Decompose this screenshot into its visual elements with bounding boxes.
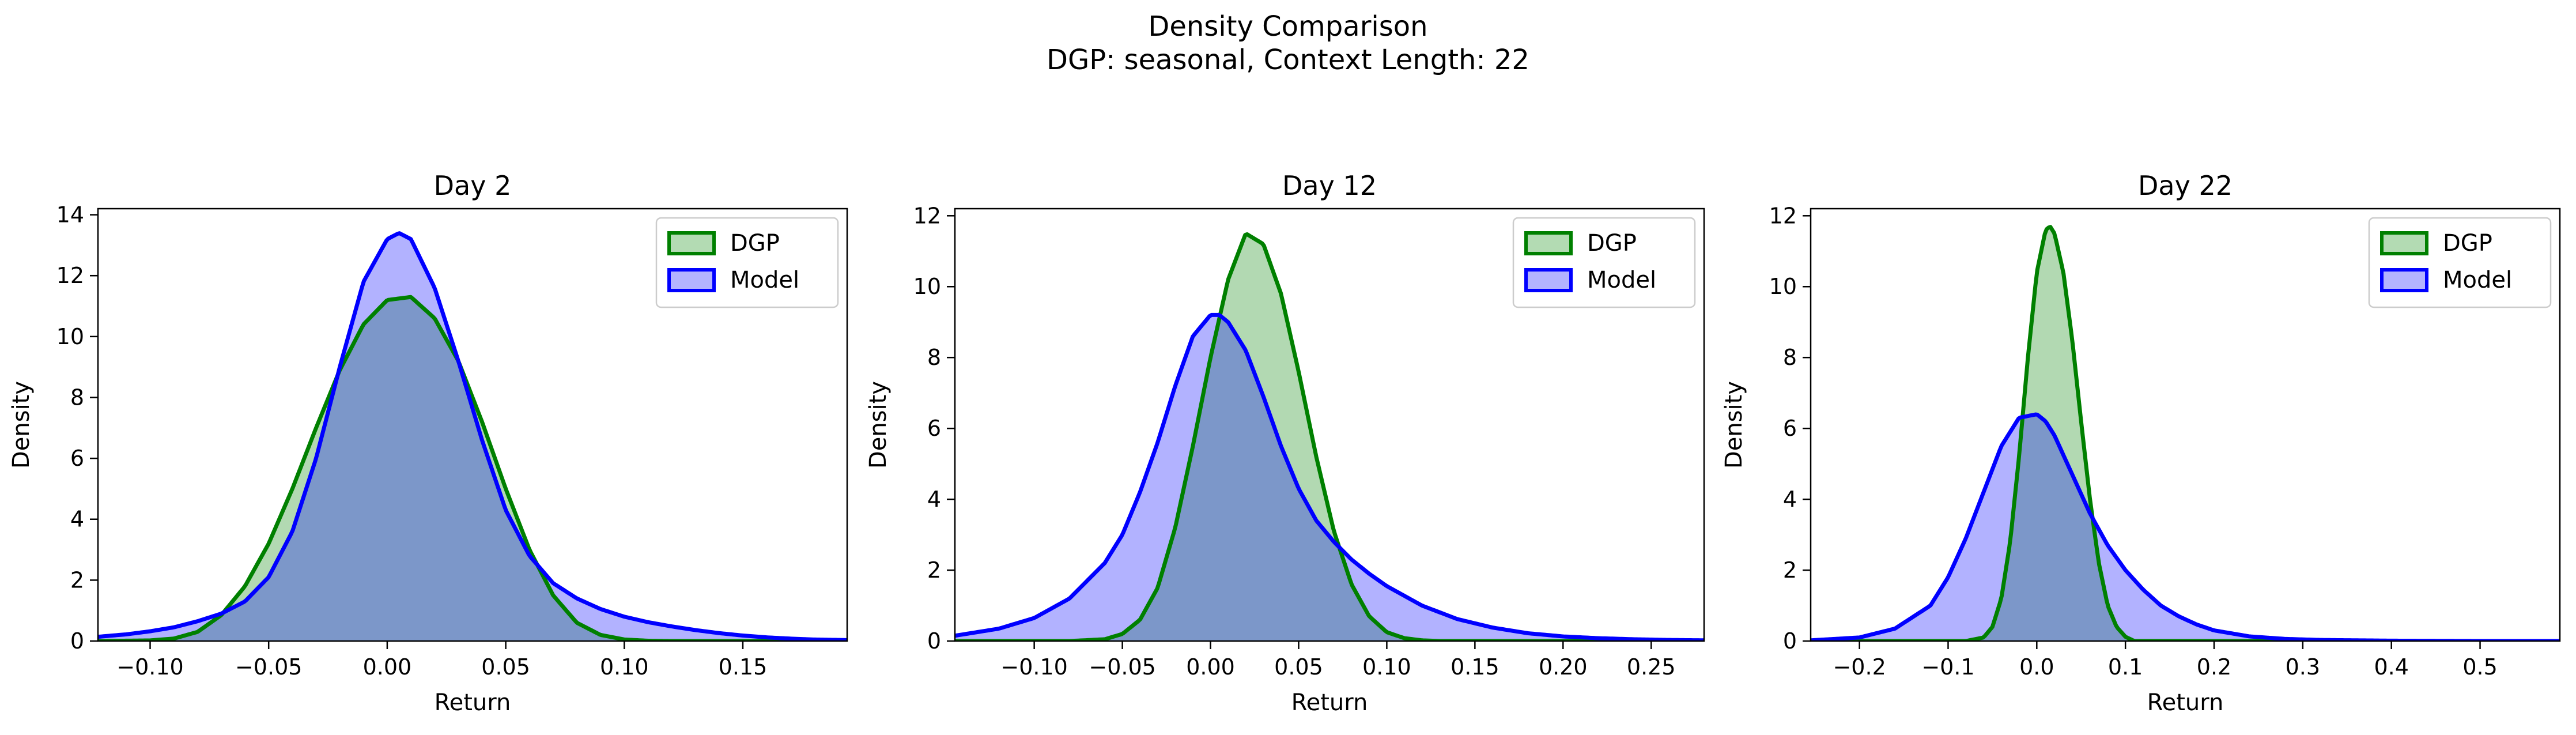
x-tick-label: 0.10 <box>600 654 649 680</box>
model-density-fill <box>1811 414 2560 641</box>
y-tick-label: 6 <box>1783 416 1797 441</box>
x-tick-label: 0.00 <box>363 654 412 680</box>
figure-suptitle-line2: DGP: seasonal, Context Length: 22 <box>1047 44 1529 76</box>
x-tick-label: 0.25 <box>1627 654 1676 680</box>
x-tick-label: 0.0 <box>2019 654 2054 680</box>
legend-swatch <box>1524 231 1573 255</box>
figure-suptitle-line1: Density Comparison <box>1148 10 1427 43</box>
y-tick-label: 4 <box>1783 487 1797 512</box>
panel-title: Day 22 <box>2138 170 2233 201</box>
x-tick-label: −0.05 <box>235 654 302 680</box>
y-tick-label: 10 <box>913 274 941 299</box>
legend-entry-model: Model <box>667 267 799 293</box>
legend-entry-dgp: DGP <box>1524 230 1637 257</box>
x-tick-label: −0.05 <box>1089 654 1155 680</box>
x-tick-label: 0.05 <box>1274 654 1323 680</box>
legend-swatch <box>1524 268 1573 292</box>
axes-frame <box>954 208 1705 642</box>
legend: DGP Model <box>2368 217 2552 308</box>
legend-entry-model: Model <box>1524 267 1656 293</box>
x-axis-label: Return <box>435 689 511 716</box>
x-tick-label: 0.15 <box>1451 654 1499 680</box>
y-tick-label: 0 <box>927 628 941 654</box>
x-axis-label: Return <box>1291 689 1368 716</box>
legend-label: Model <box>1587 267 1656 293</box>
panel-day-22: −0.2 −0.1 0.0 0.1 0.2 0.3 0.4 0.5 0 2 4 6 8 10 12 Day 2… <box>1721 170 2561 716</box>
y-axis-label: Density <box>865 381 892 469</box>
legend-entry-model: Model <box>2380 267 2512 293</box>
y-tick-label: 2 <box>927 557 941 583</box>
panel-day-12: −0.10 −0.05 0.00 0.05 0.10 0.15 0.20 0.25 0 2 4 6 8 1… <box>865 170 1705 716</box>
x-tick-label: 0.10 <box>1362 654 1411 680</box>
x-tick-label: 0.4 <box>2374 654 2408 680</box>
y-tick-label: 8 <box>1783 345 1797 370</box>
model-density-line <box>955 312 1704 641</box>
y-tick-label: 10 <box>1769 274 1797 299</box>
y-tick-label: 4 <box>70 507 84 532</box>
x-tick-label: 0.5 <box>2462 654 2497 680</box>
legend-swatch <box>667 268 716 292</box>
y-axis-label: Density <box>8 381 35 469</box>
legend-label: Model <box>2443 267 2512 293</box>
legend-label: DGP <box>730 230 780 257</box>
legend-entry-dgp: DGP <box>667 230 780 257</box>
x-axis-label: Return <box>2147 689 2224 716</box>
x-tick-label: −0.2 <box>1833 654 1886 680</box>
y-tick-label: 12 <box>913 203 941 228</box>
x-tick-label: −0.1 <box>1921 654 1974 680</box>
x-tick-label: −0.10 <box>1000 654 1067 680</box>
y-tick-label: 12 <box>56 263 84 288</box>
x-tick-label: 0.1 <box>2108 654 2143 680</box>
y-axis-label: Density <box>1721 381 1747 469</box>
y-tick-label: 12 <box>1769 203 1797 228</box>
panel-title: Day 12 <box>1282 170 1377 201</box>
x-tick-label: 0.00 <box>1186 654 1235 680</box>
legend-swatch <box>2380 268 2428 292</box>
y-tick-label: 14 <box>56 202 84 228</box>
model-density-fill <box>98 233 847 641</box>
y-tick-label: 0 <box>1783 628 1797 654</box>
panel-day-2: −0.10 −0.05 0.00 0.05 0.10 0.15 0 2 4 6 8 10 12 14 Day… <box>8 170 848 716</box>
y-tick-label: 0 <box>70 628 84 654</box>
x-tick-label: 0.3 <box>2286 654 2320 680</box>
x-tick-label: 0.15 <box>719 654 768 680</box>
y-tick-label: 2 <box>70 567 84 593</box>
x-tick-label: −0.10 <box>116 654 183 680</box>
dgp-density-fill <box>955 234 1704 641</box>
legend: DGP Model <box>1512 217 1696 308</box>
legend-label: DGP <box>1587 230 1637 257</box>
axes-frame <box>1810 208 2561 642</box>
model-density-fill <box>955 315 1704 641</box>
model-density-line <box>98 231 847 641</box>
y-tick-label: 8 <box>927 345 941 370</box>
y-tick-label: 4 <box>927 487 941 512</box>
legend: DGP Model <box>655 217 839 308</box>
y-tick-label: 10 <box>56 324 84 349</box>
x-tick-label: 0.20 <box>1539 654 1588 680</box>
legend-swatch <box>667 231 716 255</box>
y-tick-label: 6 <box>927 416 941 441</box>
dgp-density-fill <box>98 297 847 641</box>
legend-swatch <box>2380 231 2428 255</box>
y-tick-label: 8 <box>70 385 84 410</box>
x-tick-label: 0.05 <box>481 654 530 680</box>
axes-frame <box>97 208 848 642</box>
legend-label: DGP <box>2443 230 2492 257</box>
y-tick-label: 6 <box>70 446 84 471</box>
legend-entry-dgp: DGP <box>2380 230 2492 257</box>
panel-title: Day 2 <box>434 170 512 201</box>
x-tick-label: 0.2 <box>2197 654 2231 680</box>
y-tick-label: 2 <box>1783 557 1797 583</box>
legend-label: Model <box>730 267 799 293</box>
plot-area <box>98 231 847 641</box>
